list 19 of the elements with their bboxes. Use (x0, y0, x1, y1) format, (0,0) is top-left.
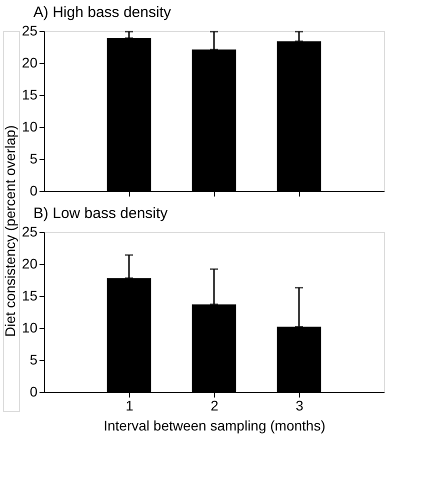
y-tick-label: 20 (22, 256, 38, 272)
x-tick-label: 2 (210, 398, 219, 414)
x-axis-title: Interval between sampling (months) (104, 418, 326, 434)
y-tick-label: 10 (22, 118, 38, 134)
y-tick-label: 5 (30, 352, 38, 368)
chart-title: A) High bass density (33, 4, 172, 21)
y-tick-label: 25 (22, 22, 38, 38)
x-tick-label: 1 (126, 398, 134, 414)
y-tick-label: 20 (22, 54, 38, 70)
y-tick-label: 15 (22, 86, 38, 102)
y-tick-label: 15 (22, 288, 38, 304)
y-tick-label: 10 (22, 320, 38, 336)
y-tick-label: 5 (30, 150, 38, 166)
x-tick-label: 3 (296, 398, 304, 414)
y-tick-label: 25 (22, 224, 38, 240)
y-axis-title: Diet consistency (percent overlap) (2, 125, 18, 337)
y-tick-label: 0 (30, 182, 38, 198)
chart-title: B) Low bass density (33, 205, 168, 222)
y-tick-label: 0 (30, 384, 38, 400)
